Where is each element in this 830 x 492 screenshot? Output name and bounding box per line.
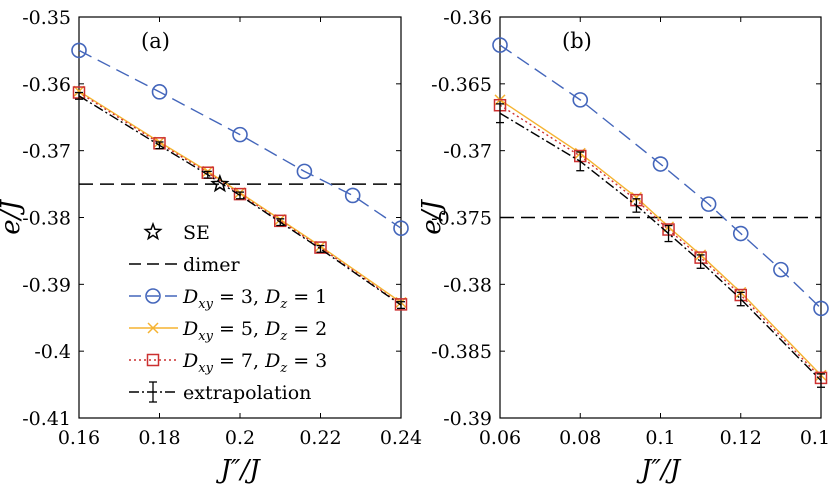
y-axis-label: e/J xyxy=(0,199,26,235)
x-tick-label: 0.18 xyxy=(138,427,180,449)
legend-math-part: xy xyxy=(198,329,213,344)
legend-s3-label: Dxy = 7, Dz = 3 xyxy=(182,350,327,376)
square-marker xyxy=(314,241,327,254)
star-marker xyxy=(143,221,163,241)
x-tick-label: 0.08 xyxy=(559,427,601,449)
series-ext xyxy=(496,103,825,388)
series-s1 xyxy=(492,37,829,317)
legend-math-part: D xyxy=(264,318,280,340)
y-axis-label: e/J xyxy=(417,199,447,235)
legend-s2 xyxy=(129,322,178,334)
legend-math-part: xy xyxy=(198,361,213,376)
y-tick-label: -0.36 xyxy=(443,7,492,29)
legend-math-part: z xyxy=(279,361,287,376)
legend-math-part: = 1 xyxy=(287,286,327,308)
y-tick-label: -0.37 xyxy=(443,141,492,163)
legend-math-part: = 5, xyxy=(213,318,265,340)
circle-marker xyxy=(71,42,87,59)
x-tick-label: 0.1 xyxy=(645,427,675,449)
legend-math-part: D xyxy=(264,286,280,308)
y-tick-label: -0.39 xyxy=(22,274,71,296)
x-tick-label: 0.16 xyxy=(58,427,100,449)
legend-math-part: D xyxy=(264,350,280,372)
x-marker xyxy=(73,85,85,97)
legend-dimer: dimer xyxy=(183,254,241,276)
series-line xyxy=(78,49,402,229)
star-marker xyxy=(210,173,230,193)
x-tick-label: 0.12 xyxy=(720,427,762,449)
series-line xyxy=(499,104,822,379)
y-tick-label: -0.365 xyxy=(431,74,492,96)
circle-marker xyxy=(492,37,508,53)
y-tick-label: -0.35 xyxy=(22,7,71,29)
circle-marker xyxy=(344,187,361,204)
legend-math-part: = 3 xyxy=(287,350,327,372)
y-tick-label: -0.37 xyxy=(22,141,71,163)
square-marker xyxy=(146,353,160,367)
legend-math-part: D xyxy=(182,350,198,372)
circle-marker xyxy=(732,225,749,242)
circle-marker xyxy=(393,220,409,236)
x-tick-label: 0.06 xyxy=(479,427,521,449)
legend-extrapolation-label: extrapolation xyxy=(183,382,311,404)
series-s3 xyxy=(493,98,828,385)
legend-s2-label: Dxy = 5, Dz = 2 xyxy=(182,318,327,344)
x-tick-label: 0.22 xyxy=(299,427,341,449)
series-s2 xyxy=(494,94,827,381)
panel-b: 0.06 0.08 0.1 0.12 0.14 -0.36 -0.365 -0.37 -0.37… xyxy=(417,7,830,485)
legend-math-part: z xyxy=(279,329,287,344)
series-line xyxy=(499,112,822,382)
x-marker xyxy=(147,322,159,334)
circle-marker xyxy=(700,196,717,212)
circle-marker xyxy=(145,288,161,304)
y-tick-label: -0.41 xyxy=(22,408,71,430)
x-tick-label: 0.24 xyxy=(380,427,422,449)
legend-se: SE xyxy=(183,222,210,244)
y-tick-label: -0.385 xyxy=(431,341,492,363)
x-axis-label: J″/J xyxy=(215,455,261,485)
circle-marker xyxy=(813,300,829,317)
y-tick-label: -0.36 xyxy=(22,74,71,96)
panel-a: 0.16 0.18 0.2 0.22 0.24 -0.35 -0.36 -0.37 -0.38 -… xyxy=(0,7,422,485)
circle-marker xyxy=(232,126,248,143)
circle-marker xyxy=(296,163,313,180)
legend-math-part: xy xyxy=(198,297,213,312)
series-s1 xyxy=(71,42,409,236)
square-marker xyxy=(274,214,287,228)
circle-marker xyxy=(773,261,789,278)
series-line xyxy=(499,99,822,376)
square-marker xyxy=(394,298,408,311)
legend-math-part: = 2 xyxy=(287,318,327,340)
legend-s3 xyxy=(129,353,178,367)
x-tick-label: 0.2 xyxy=(225,427,255,449)
legend-s1 xyxy=(129,288,178,304)
series-line xyxy=(499,44,822,309)
legend-extrapolation: extrapolation xyxy=(129,381,311,404)
panel-label: (a) xyxy=(141,29,170,53)
x-tick-label: 0.14 xyxy=(800,427,830,449)
circle-marker xyxy=(572,92,589,108)
x-axis-label: J″/J xyxy=(636,455,682,485)
y-tick-label: -0.39 xyxy=(443,408,492,430)
legend-math-part: = 3, xyxy=(213,286,265,308)
y-tick-label: -0.375 xyxy=(431,208,492,230)
legend-math-part: = 7, xyxy=(213,350,265,372)
y-tick-label: -0.38 xyxy=(443,274,492,296)
panel-label: (b) xyxy=(562,29,592,53)
series-ext xyxy=(75,91,405,310)
y-tick-label: -0.4 xyxy=(34,341,71,363)
legend-s1-label: Dxy = 3, Dz = 1 xyxy=(182,286,327,312)
y-tick-label: -0.38 xyxy=(22,208,71,230)
legend-math-part: D xyxy=(182,286,198,308)
circle-marker xyxy=(652,156,669,172)
circle-marker xyxy=(151,84,168,100)
legend-math-part: z xyxy=(279,297,287,312)
square-marker xyxy=(233,187,247,201)
legend-math-part: D xyxy=(182,318,198,340)
